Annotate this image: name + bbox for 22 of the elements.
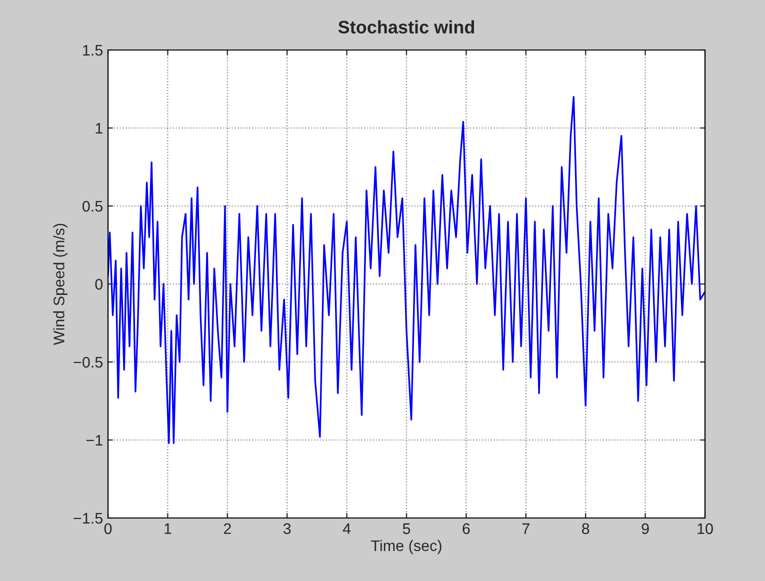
x-tick-label: 5	[402, 523, 410, 534]
chart-title: Stochastic wind	[338, 20, 474, 34]
x-tick-label: 9	[642, 523, 649, 534]
x-tick-label: 4	[342, 523, 351, 534]
x-tick-label: 1	[164, 523, 172, 534]
y-axis-title: Wind Speed (m/s)	[53, 224, 68, 346]
x-tick-label: 0	[104, 523, 112, 534]
x-tick-label: 7	[522, 523, 530, 534]
line-series	[108, 96, 705, 444]
x-tick-label: 8	[582, 523, 590, 534]
y-tick-label: 1	[96, 123, 102, 134]
y-tick-label: 0	[95, 278, 103, 290]
y-tick-label: −1.5	[74, 513, 102, 524]
y-tick-label: −1	[86, 435, 102, 446]
x-tick-label: 10	[698, 523, 713, 534]
y-tick-label: 0.5	[82, 200, 102, 212]
x-tick-label: 6	[462, 523, 470, 534]
x-axis-title: Time (sec)	[371, 540, 442, 554]
y-tick-label: −0.5	[74, 356, 102, 368]
x-tick-label: 3	[283, 523, 291, 534]
y-tick-label: 1.5	[83, 45, 102, 56]
x-tick-label: 2	[224, 523, 231, 534]
